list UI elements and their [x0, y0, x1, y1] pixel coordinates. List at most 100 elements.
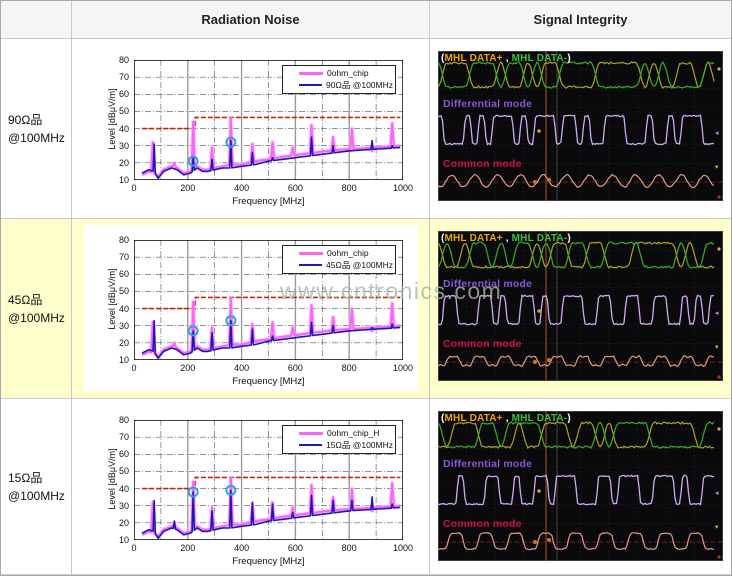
legend-swatch — [299, 251, 323, 255]
chart-legend: 0ohm_chip_H 15Ω品 @100MHz — [282, 425, 396, 454]
x-tick: 600 — [287, 543, 303, 553]
scope-screenshot: ◂ ▾ (MHL DATA+ , MHL DATA-) Differential … — [438, 231, 723, 381]
chart-legend: 0ohm_chip 90Ω品 @100MHz — [282, 65, 396, 94]
radiation-noise-cell-15ohm: Level [dBμV/m] 80 70 60 50 40 30 20 10 0 200 400 6… — [72, 399, 430, 575]
svg-text:▾: ▾ — [715, 524, 719, 531]
svg-text:▾: ▾ — [715, 344, 719, 351]
legend-swatch — [299, 84, 323, 86]
differential-mode-label: Differential mode — [443, 98, 533, 110]
y-tick: 10 — [118, 355, 129, 365]
signal-integrity-cell-15ohm: ◂ ▾ (MHL DATA+ , MHL DATA-) Differential … — [430, 399, 731, 575]
legend-swatch — [299, 431, 323, 435]
y-tick: 50 — [118, 466, 129, 477]
legend-label: 15Ω品 @100MHz — [326, 440, 393, 450]
legend-item: 45Ω品 @100MHz — [299, 259, 393, 271]
scope-waveforms: ◂▾ — [438, 231, 723, 381]
y-tick: 30 — [118, 140, 129, 151]
radiation-noise-cell-45ohm: Level [dBμV/m] 80 70 60 50 40 30 20 10 0 200 400 6… — [72, 219, 430, 399]
row-label-90ohm: 90Ω品 @100MHz — [1, 39, 72, 219]
legend-item: 15Ω品 @100MHz — [299, 439, 393, 451]
x-tick: 0 — [131, 363, 137, 373]
y-tick: 70 — [118, 432, 129, 443]
y-tick: 20 — [118, 157, 129, 168]
y-tick: 20 — [118, 337, 129, 348]
x-tick: 800 — [341, 183, 357, 193]
y-tick: 70 — [118, 252, 129, 263]
y-tick: 50 — [118, 106, 129, 117]
y-tick: 40 — [118, 303, 129, 314]
legend-item: 0ohm_chip — [299, 248, 393, 258]
y-tick: 30 — [118, 500, 129, 511]
x-tick: 400 — [234, 363, 250, 373]
scope-screenshot: ◂ ▾ (MHL DATA+ , MHL DATA-) Differential … — [438, 411, 723, 561]
x-tick: 200 — [180, 183, 196, 193]
row-label-part: 90Ω品 — [8, 112, 43, 127]
x-tick: 400 — [234, 543, 250, 553]
y-tick: 80 — [118, 55, 129, 65]
y-tick: 40 — [118, 483, 129, 494]
legend-item: 90Ω品 @100MHz — [299, 79, 393, 91]
y-tick: 70 — [118, 72, 129, 83]
y-tick: 60 — [118, 449, 129, 460]
row-label-freq: @100MHz — [8, 310, 65, 325]
x-axis-label: Frequency [MHz] — [232, 196, 305, 207]
signal-integrity-cell-90ohm: ◂ ▾ (MHL DATA+ , MHL DATA-) Differential … — [430, 39, 731, 219]
scope-waveforms: ◂▾ — [438, 411, 723, 561]
y-tick: 10 — [118, 535, 129, 545]
radiation-noise-cell-90ohm: Level [dBμV/m] 80 70 60 50 40 30 20 10 0 200 400 6… — [72, 39, 430, 219]
x-tick: 1000 — [392, 363, 414, 373]
chart-legend: 0ohm_chip 45Ω品 @100MHz — [282, 245, 396, 274]
mhl-data-label: (MHL DATA+ , MHL DATA-) — [441, 233, 571, 244]
common-mode-label: Common mode — [443, 158, 522, 170]
y-tick: 30 — [118, 320, 129, 331]
y-tick: 10 — [118, 175, 129, 185]
row-label-part: 45Ω品 — [8, 292, 43, 307]
svg-text:◂: ◂ — [715, 490, 719, 497]
differential-mode-label: Differential mode — [443, 458, 533, 470]
y-tick: 60 — [118, 269, 129, 280]
row-label-freq: @100MHz — [8, 130, 65, 145]
legend-swatch — [299, 444, 323, 446]
row-label-freq: @100MHz — [8, 488, 65, 503]
header-radiation-noise: Radiation Noise — [72, 1, 430, 39]
signal-integrity-cell-45ohm: ◂ ▾ (MHL DATA+ , MHL DATA-) Differential … — [430, 219, 731, 399]
mhl-data-label: (MHL DATA+ , MHL DATA-) — [441, 413, 571, 424]
radiation-noise-plot — [134, 240, 403, 360]
legend-label: 0ohm_chip — [327, 68, 369, 78]
y-tick: 60 — [118, 89, 129, 100]
scope-screenshot: ◂ ▾ (MHL DATA+ , MHL DATA-) Differential … — [438, 51, 723, 201]
x-tick: 1000 — [392, 183, 414, 193]
legend-label: 45Ω品 @100MHz — [326, 260, 393, 270]
svg-text:◂: ◂ — [715, 310, 719, 317]
legend-label: 0ohm_chip_H — [327, 428, 380, 438]
y-tick: 80 — [118, 415, 129, 425]
x-axis-label: Frequency [MHz] — [232, 556, 305, 567]
y-tick: 20 — [118, 517, 129, 528]
mhl-data-label: (MHL DATA+ , MHL DATA-) — [441, 53, 571, 64]
header-signal-integrity: Signal Integrity — [430, 1, 731, 39]
legend-item: 0ohm_chip_H — [299, 428, 393, 438]
corner-cell — [1, 1, 72, 39]
x-tick: 400 — [234, 183, 250, 193]
row-label-15ohm: 15Ω品 @100MHz — [1, 399, 72, 575]
legend-label: 90Ω品 @100MHz — [326, 80, 393, 90]
x-tick: 0 — [131, 183, 137, 193]
y-tick: 50 — [118, 286, 129, 297]
svg-text:▾: ▾ — [715, 164, 719, 171]
svg-text:◂: ◂ — [715, 130, 719, 137]
y-tick: 80 — [118, 235, 129, 245]
x-tick: 0 — [131, 543, 137, 553]
row-label-45ohm: 45Ω品 @100MHz — [1, 219, 72, 399]
x-tick: 200 — [180, 363, 196, 373]
x-tick: 200 — [180, 543, 196, 553]
row-label-part: 15Ω品 — [8, 470, 43, 485]
x-tick: 800 — [341, 363, 357, 373]
x-tick: 600 — [287, 183, 303, 193]
legend-item: 0ohm_chip — [299, 68, 393, 78]
legend-label: 0ohm_chip — [327, 248, 369, 258]
y-tick: 40 — [118, 123, 129, 134]
scope-waveforms: ◂▾ — [438, 51, 723, 201]
x-axis-label: Frequency [MHz] — [232, 376, 305, 387]
